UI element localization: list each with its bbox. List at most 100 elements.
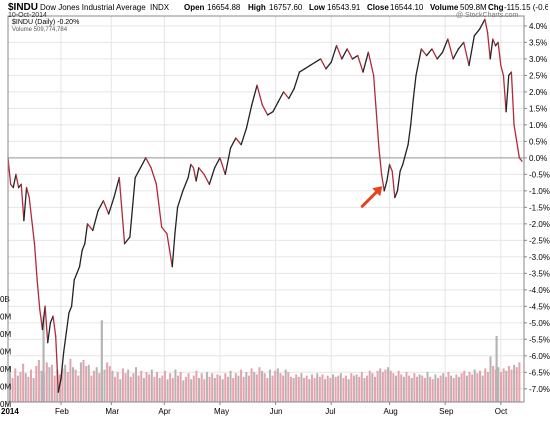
price-segment (314, 58, 322, 63)
legend-series: $INDU (Daily) -0.20% (12, 19, 80, 26)
open-value: 16654.88 (207, 3, 241, 12)
x-tick-label: Oct (495, 407, 508, 416)
volume-bar (82, 360, 85, 402)
x-tick-label: Jun (270, 407, 283, 416)
volume-bar (140, 370, 143, 402)
volume-bar (30, 369, 33, 402)
volume-bar (350, 373, 353, 402)
volume-bar (51, 364, 54, 402)
price-segment (113, 177, 120, 199)
volume-bar (203, 379, 206, 402)
volume-bar (240, 369, 243, 402)
price-segment (256, 84, 264, 106)
price-segment (399, 163, 404, 172)
volume-bar (11, 378, 14, 402)
volume-bar (45, 362, 48, 402)
volume-bar (182, 380, 185, 402)
open-label: Open (184, 3, 205, 12)
volume-bar (334, 376, 337, 402)
price-segment (65, 312, 70, 334)
volume-bar (200, 373, 203, 402)
price-segment (502, 74, 507, 113)
volume-tick-label: 0M (0, 365, 11, 374)
volume-bar (471, 374, 474, 402)
volume-bar (489, 356, 492, 402)
volume-bar (484, 368, 487, 402)
y-tick-label: 1.5% (529, 104, 547, 113)
price-segment (510, 71, 515, 126)
exchange-label: INDX (150, 3, 170, 12)
volume-bar (452, 378, 455, 402)
price-segment (168, 249, 173, 268)
volume-bar (384, 369, 387, 402)
volume-bar (184, 376, 187, 402)
volume-bar (268, 369, 271, 402)
price-segment (235, 137, 242, 146)
volume-bar (64, 364, 67, 402)
volume-bar (37, 360, 40, 402)
volume-bar (308, 379, 311, 402)
price-segment (28, 196, 33, 222)
volume-bar (442, 373, 445, 402)
price-segment (261, 104, 269, 116)
volume-bar (171, 378, 174, 402)
price-segment (362, 51, 369, 73)
price-segment (171, 233, 176, 268)
volume-bar (48, 367, 51, 402)
price-segment (484, 18, 489, 34)
price-segment (492, 38, 497, 47)
volume-bar (137, 375, 140, 402)
volume-bar (342, 378, 345, 402)
price-segment (293, 71, 301, 90)
price-segment (431, 48, 438, 60)
volume-bar (276, 368, 279, 402)
volume-bar (111, 370, 114, 402)
price-segment (44, 305, 49, 344)
close-value: 16544.10 (390, 3, 424, 12)
date-label: 10-Oct-2014 (8, 12, 47, 19)
price-segment (304, 64, 311, 70)
volume-bar (381, 372, 384, 402)
volume-tick-label: 0B (0, 295, 10, 304)
price-segment (102, 200, 110, 215)
volume-bar (413, 373, 416, 402)
price-segment (473, 28, 481, 37)
volume-bar (148, 374, 151, 402)
price-segment (391, 170, 396, 199)
price-segment (190, 163, 195, 169)
volume-bar (279, 373, 282, 402)
price-segment (25, 186, 30, 199)
volume-bar (486, 372, 489, 402)
volume-bar (150, 369, 153, 402)
volume-bar (66, 372, 69, 402)
volume-bar (473, 369, 476, 402)
x-tick-label: May (214, 407, 229, 416)
volume-bar (121, 368, 124, 402)
volume-bar (145, 372, 148, 402)
volume-bar (405, 372, 408, 402)
volume-bar (229, 370, 232, 402)
y-tick-label: 3.0% (529, 55, 547, 64)
price-segment (92, 209, 99, 232)
volume-bar (450, 375, 453, 402)
legend-volume: Volume 509,774,784 (12, 27, 68, 33)
volume-bar (510, 369, 513, 402)
price-segment (55, 335, 59, 393)
price-segment (396, 170, 401, 192)
price-segment (78, 249, 83, 268)
price-segment (68, 305, 73, 314)
volume-bar (263, 373, 266, 402)
volume-tick-label: 0M (0, 313, 11, 322)
y-tick-label: -2.5% (529, 236, 550, 245)
price-segment (52, 315, 57, 337)
volume-bar (114, 376, 117, 402)
volume-tick-label: 0M (0, 348, 11, 357)
volume-bar (515, 367, 518, 402)
volume-bar (371, 373, 374, 402)
volume-bar (318, 376, 321, 402)
symbol-label: $INDU (8, 2, 39, 13)
volume-bar (329, 378, 332, 402)
price-segment (182, 177, 189, 192)
price-segment (436, 51, 444, 60)
x-tick-label: Apr (158, 407, 171, 416)
